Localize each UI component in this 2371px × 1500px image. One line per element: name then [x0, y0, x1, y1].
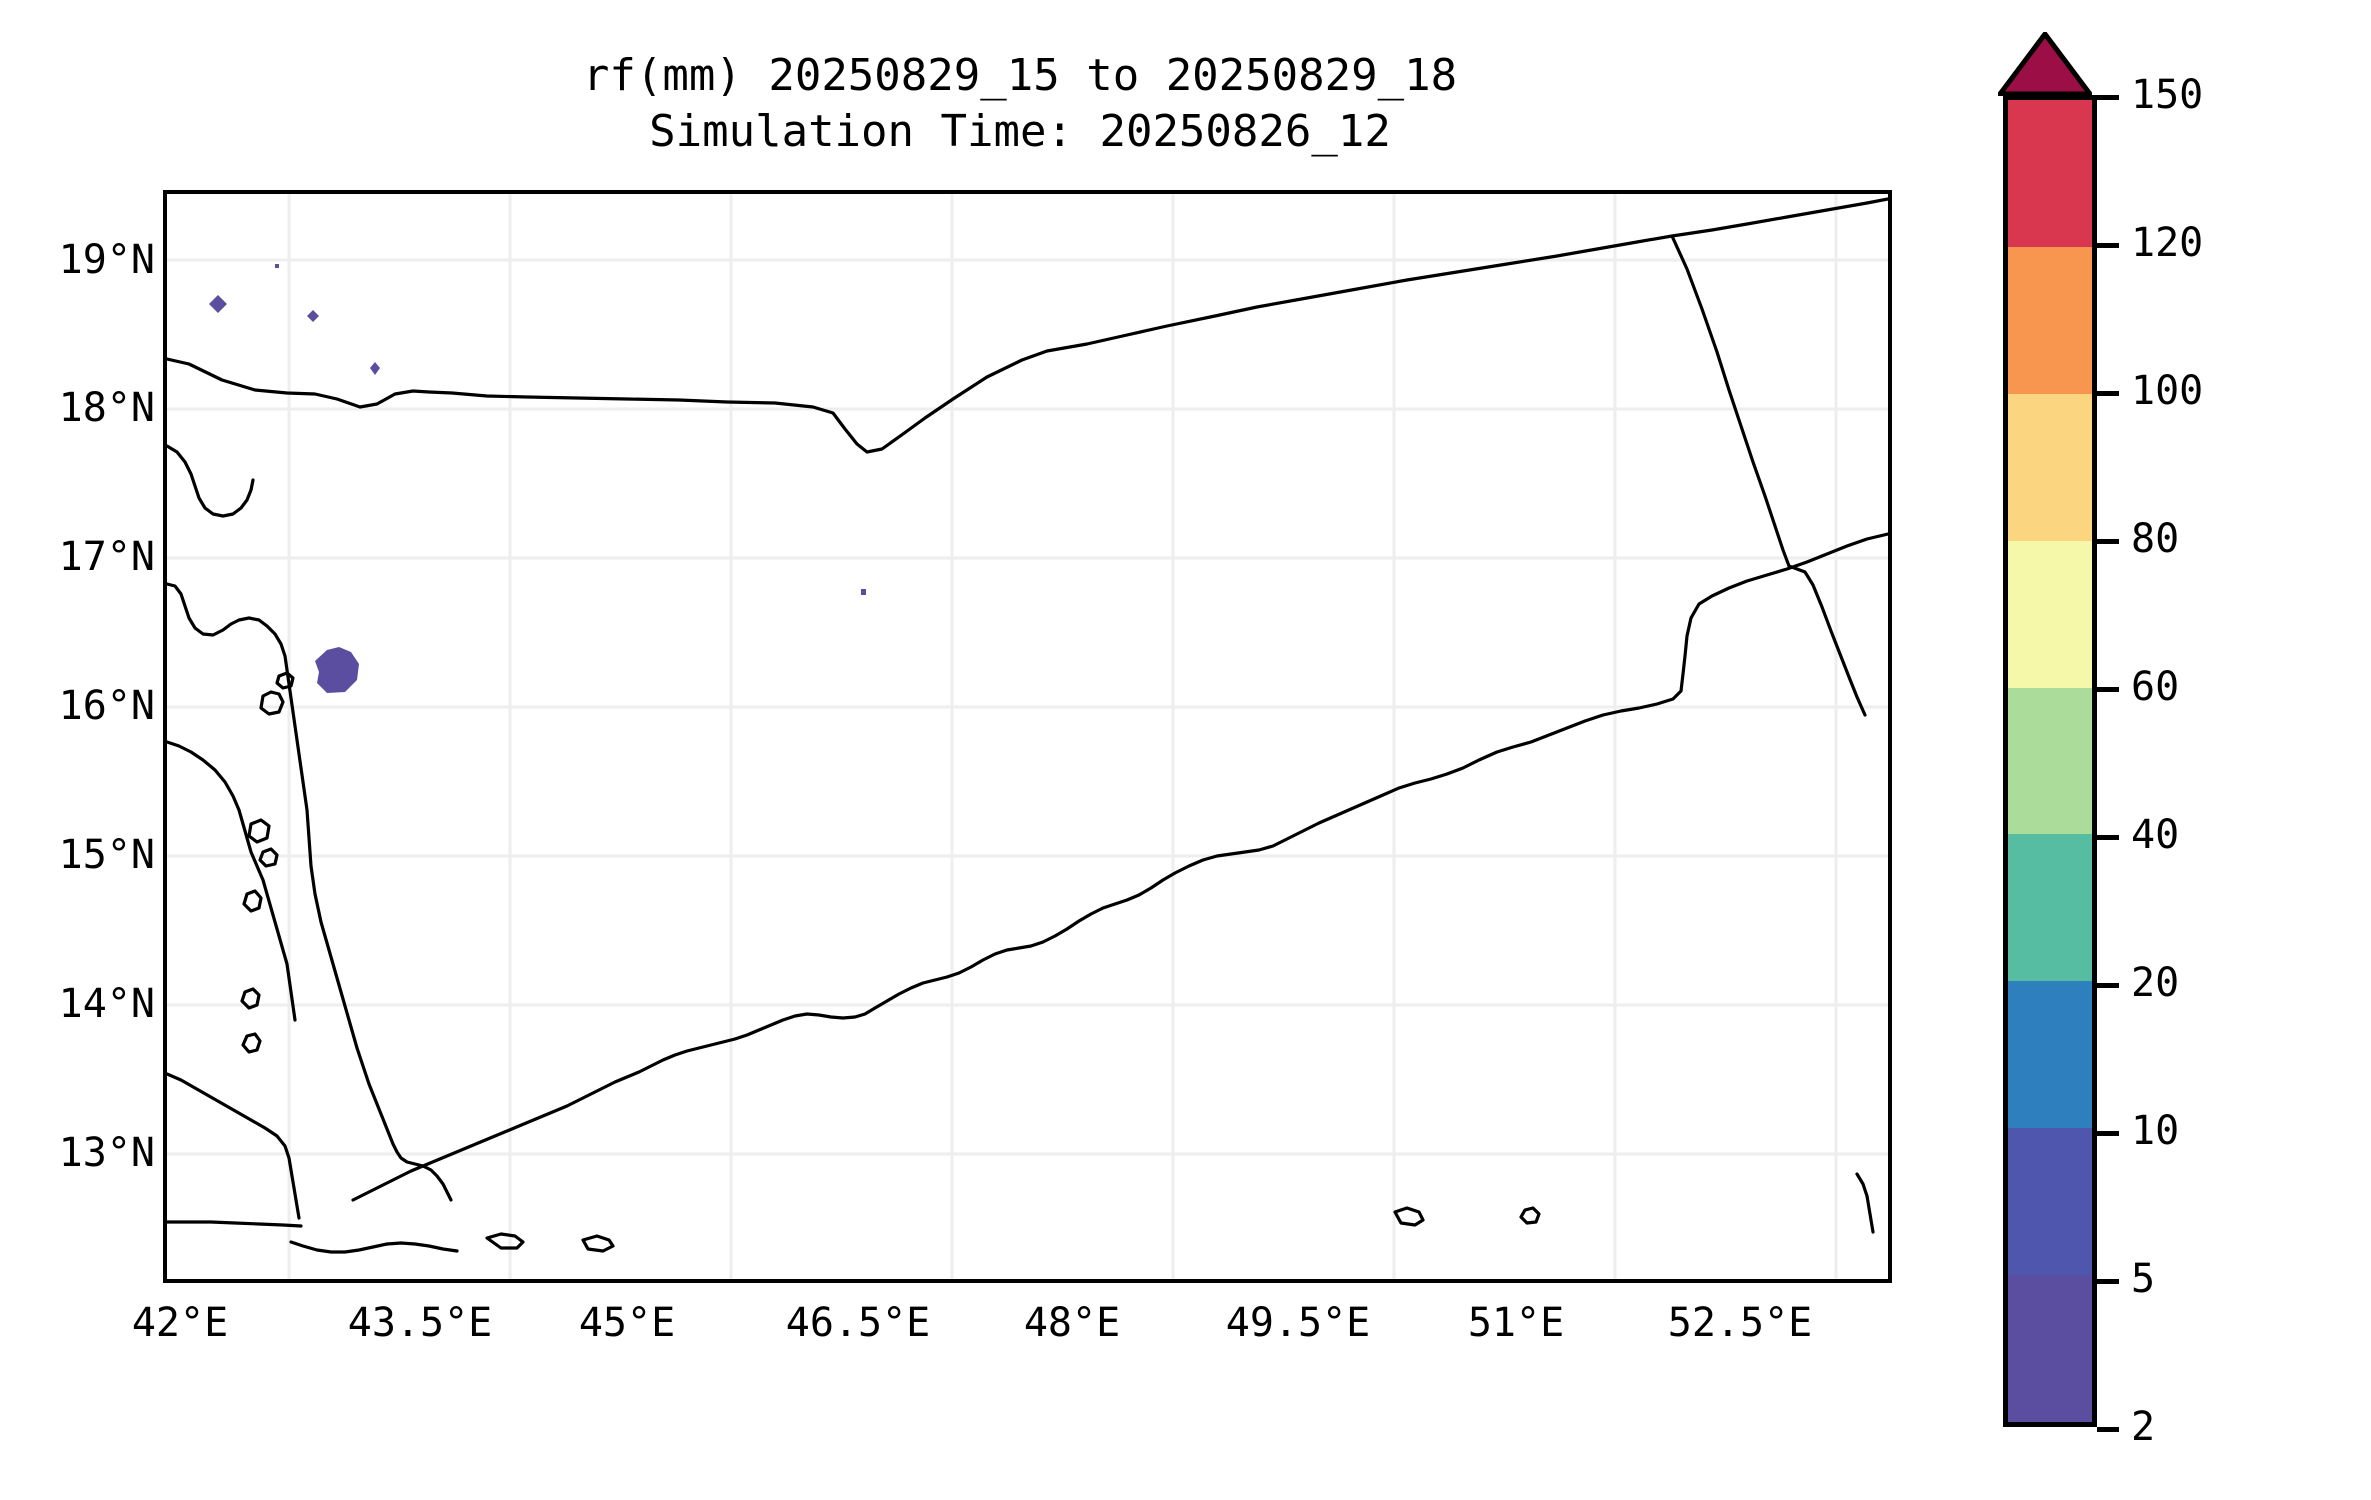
coastlines-and-borders: [167, 197, 1888, 1254]
colorbar-band-80-100: [2008, 393, 2092, 541]
xtick-label-42E: 42°E: [131, 1300, 229, 1346]
colorbar-label-150: 150: [2131, 72, 2204, 118]
precip-cell-4: [370, 362, 380, 375]
colorbar-label-2: 2: [2131, 1404, 2156, 1450]
precip-cell-6: [861, 589, 866, 595]
colorbar-tick-5: [2097, 1279, 2119, 1284]
xtick-label-51E: 51°E: [1467, 1300, 1565, 1346]
colorbar-band-60-80: [2008, 540, 2092, 688]
island-hanish-2: [258, 847, 279, 868]
colorbar-extend-arrow: [1998, 32, 2092, 96]
coast-eritrea: [167, 740, 297, 1022]
ytick-label-16N: 16°N: [58, 683, 155, 729]
precip-cell-3: [275, 264, 279, 268]
xtick-label-46.5E: 46.5°E: [785, 1300, 931, 1346]
precipitation-field: [209, 264, 866, 693]
precip-cell-main: [315, 647, 359, 693]
colorbar-tick-40: [2097, 835, 2119, 840]
border-djibouti-south: [167, 1220, 303, 1228]
island-south-2: [241, 1032, 262, 1054]
colorbar-band-10-20: [2008, 981, 2092, 1129]
colorbar-band-40-60: [2008, 687, 2092, 835]
ytick-label-17N: 17°N: [58, 534, 155, 580]
colorbar[interactable]: 150 120 100 80 60 40 20 10 5 2: [1998, 32, 2203, 1450]
colorbar-band-5-10: [2008, 1128, 2092, 1276]
colorbar-bands: [2003, 95, 2097, 1427]
colorbar-tick-10: [2097, 1131, 2119, 1136]
xtick-label-45E: 45°E: [578, 1300, 676, 1346]
ytick-label-13N: 13°N: [58, 1130, 155, 1176]
colorbar-label-120: 120: [2131, 220, 2204, 266]
xtick-label-48E: 48°E: [1023, 1300, 1121, 1346]
colorbar-tick-80: [2097, 539, 2119, 544]
colorbar-label-5: 5: [2131, 1256, 2156, 1302]
ytick-label-14N: 14°N: [58, 981, 155, 1027]
coast-oman-corner: [1855, 1172, 1875, 1234]
colorbar-band-20-40: [2008, 834, 2092, 982]
island-east-1: [1393, 1206, 1425, 1227]
bay-south-2: [581, 1234, 615, 1253]
colorbar-label-100: 100: [2131, 368, 2204, 414]
colorbar-tick-2: [2097, 1427, 2119, 1432]
island-east-2: [1519, 1206, 1541, 1225]
title-line-1: rf(mm) 20250829_15 to 20250829_18: [582, 50, 1458, 101]
border-yemen-saudi: [167, 197, 1888, 454]
map-content: [167, 194, 1888, 1279]
ytick-label-18N: 18°N: [58, 385, 155, 431]
colorbar-band-2-5: [2008, 1275, 2092, 1423]
coast-south-inlet: [289, 1240, 459, 1254]
coast-red-sea-east: [167, 582, 453, 1202]
xtick-label-52.5E: 52.5°E: [1667, 1300, 1813, 1346]
coast-gulf-of-aden: [351, 532, 1888, 1202]
colorbar-label-20: 20: [2131, 960, 2180, 1006]
colorbar-tick-120: [2097, 243, 2119, 248]
gridlines: [167, 194, 1888, 1279]
coast-red-sea-west: [167, 444, 255, 518]
ytick-label-15N: 15°N: [58, 832, 155, 878]
border-eritrea-djibouti: [167, 1072, 301, 1220]
island-zuqar: [242, 889, 263, 913]
colorbar-label-40: 40: [2131, 812, 2180, 858]
map-axes[interactable]: [163, 190, 1892, 1283]
precip-cell-2: [307, 310, 319, 322]
colorbar-label-10: 10: [2131, 1108, 2180, 1154]
xtick-label-43.5E: 43.5°E: [347, 1300, 493, 1346]
precip-cell-1: [209, 295, 227, 313]
colorbar-band-120-150: [2008, 100, 2092, 247]
island-small-1: [275, 671, 295, 690]
xtick-label-49.5E: 49.5°E: [1225, 1300, 1371, 1346]
chart-title: rf(mm) 20250829_15 to 20250829_18 Simula…: [160, 48, 1880, 160]
colorbar-tick-150: [2097, 95, 2119, 100]
bay-south-1: [485, 1232, 525, 1250]
colorbar-label-80: 80: [2131, 516, 2180, 562]
island-kamaran: [259, 690, 285, 716]
colorbar-tick-20: [2097, 983, 2119, 988]
title-line-2: Simulation Time: 20250826_12: [649, 106, 1391, 157]
island-south-1: [240, 987, 261, 1010]
ytick-label-19N: 19°N: [58, 237, 155, 283]
border-yemen-oman: [1670, 234, 1867, 717]
island-hanish-1: [247, 818, 271, 844]
colorbar-band-100-120: [2008, 246, 2092, 394]
colorbar-label-60: 60: [2131, 664, 2180, 710]
colorbar-tick-100: [2097, 391, 2119, 396]
colorbar-tick-60: [2097, 687, 2119, 692]
